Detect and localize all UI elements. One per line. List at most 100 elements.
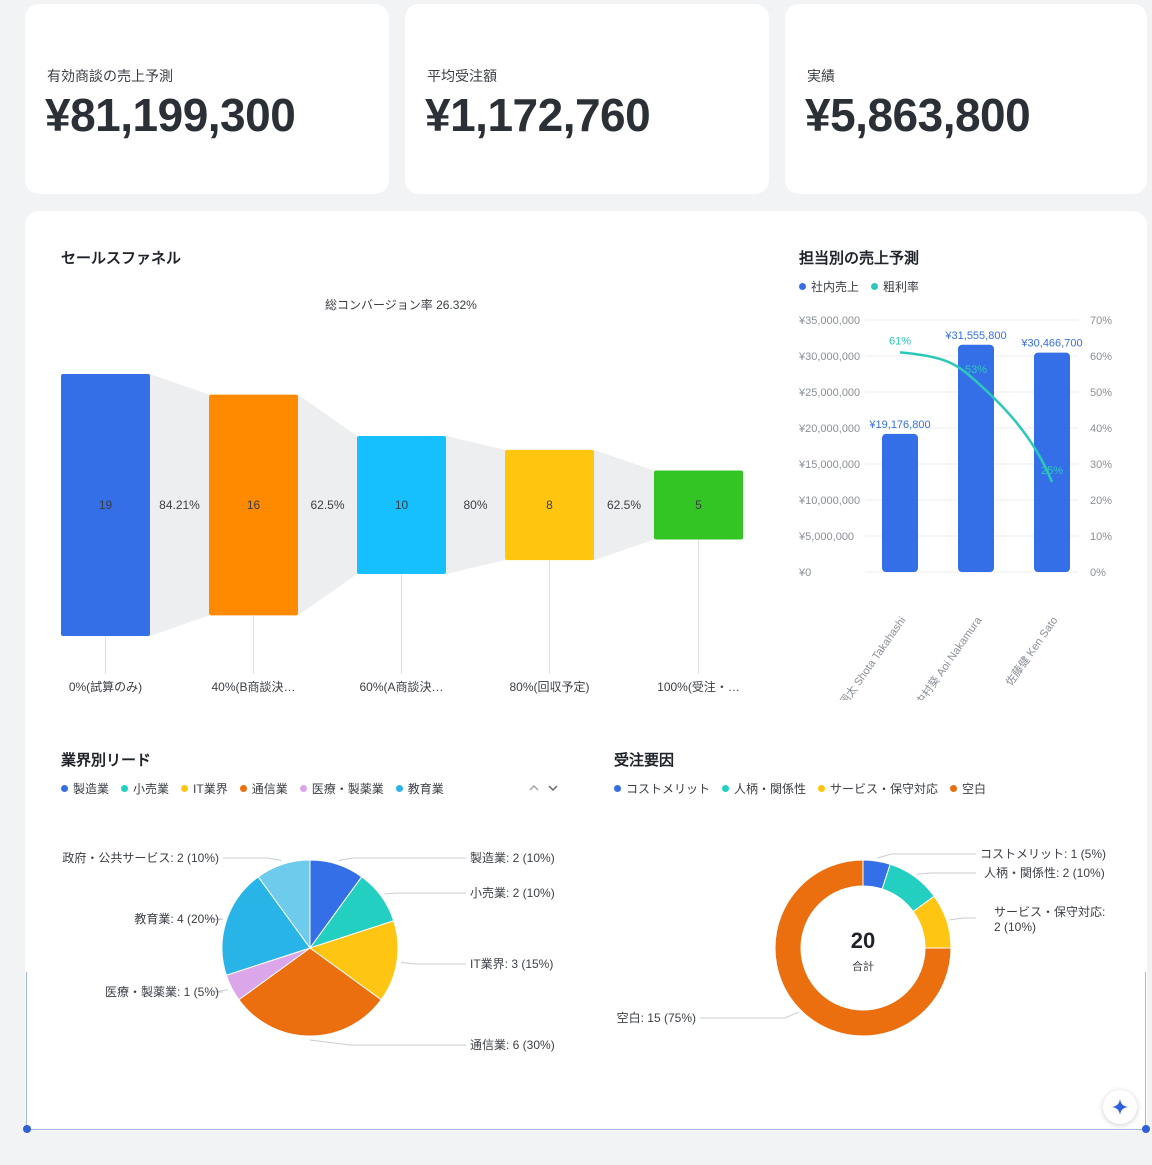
legend-label: 小売業 — [133, 782, 170, 796]
y2-tick-label: 60% — [1090, 351, 1112, 363]
kpi-card-actual: 実績 ¥5,863,800 — [785, 4, 1147, 194]
industry-slice-label: 教育業: 4 (20%) — [134, 911, 219, 926]
legend-dot — [871, 283, 879, 290]
donut-leader-line — [916, 872, 976, 875]
legend-dot — [818, 785, 826, 792]
funnel-connector — [594, 449, 654, 561]
legend-label: コストメリット — [626, 782, 711, 796]
y2-tick-label: 70% — [1090, 315, 1112, 327]
factor-donut-slice — [774, 859, 952, 1037]
y2-tick-label: 50% — [1090, 387, 1112, 399]
legend-dot — [614, 785, 621, 792]
funnel-bar — [654, 470, 743, 540]
funnel-value-label: 5 — [695, 498, 702, 512]
funnel-connector — [298, 394, 357, 616]
legend-dot — [181, 785, 189, 792]
y-tick-label: ¥5,000,000 — [798, 531, 854, 543]
resize-handle-left[interactable] — [23, 1125, 31, 1133]
kpi-label: 有効商談の売上予測 — [47, 68, 173, 84]
factor-slice-label: サービス・保守対応: — [994, 905, 1105, 919]
pie-leader-line — [338, 857, 466, 861]
funnel-conversion-label: 80% — [463, 498, 487, 512]
legend-item[interactable]: IT業界 — [181, 780, 228, 797]
selection-left-edge — [26, 972, 27, 1129]
legend-item[interactable]: 小売業 — [121, 780, 169, 797]
funnel-bar — [505, 449, 594, 561]
funnel-stage-label: 80%(回収予定) — [509, 679, 589, 694]
resize-handle-right[interactable] — [1142, 1125, 1150, 1133]
industry-pie-slice — [257, 859, 311, 950]
rep-bar-label: ¥30,466,700 — [1020, 338, 1082, 350]
industry-slice-label: 通信業: 6 (30%) — [470, 1038, 555, 1052]
factor-chart-title: 受注要因 — [614, 752, 675, 769]
funnel-conversion-label: 62.5% — [607, 498, 641, 512]
funnel-connector — [446, 436, 505, 574]
donut-leader-line — [949, 917, 976, 921]
x-tick-label: 高橋翔太 Shota Takahashi — [823, 614, 908, 700]
legend-item[interactable]: 社内売上 — [799, 278, 859, 295]
funnel-bar — [209, 394, 298, 616]
kpi-card-forecast: 有効商談の売上予測 ¥81,199,300 — [25, 4, 389, 194]
legend-item[interactable]: サービス・保守対応 — [818, 780, 938, 797]
legend-dot — [121, 785, 129, 792]
funnel-bar — [357, 436, 446, 574]
legend-label: 製造業 — [73, 782, 110, 796]
factor-donut-chart: コストメリット: 1 (5%) 人柄・関係性: 2 (10%) サービス・保守対応:… — [617, 847, 1106, 1037]
legend-prev-icon[interactable] — [528, 782, 540, 794]
legend-item[interactable]: 粗利率 — [871, 278, 919, 295]
legend-label: 教育業 — [407, 782, 444, 796]
funnel-chart: 84.21% 62.5% 80% 62.5% 19 0%(試算のみ) 16 40%(B商談決…… — [61, 374, 743, 694]
y2-tick-label: 40% — [1090, 423, 1112, 435]
donut-total-label: 合計 — [852, 961, 874, 973]
rep-forecast-chart: ¥0 0% ¥5,000,000 10% ¥10,000,000 20% ¥15,000,0… — [798, 315, 1112, 700]
margin-rate-label: 53% — [965, 364, 987, 376]
funnel-stage-label: 40%(B商談決… — [211, 679, 295, 694]
rep-bar-label: ¥31,555,800 — [944, 330, 1006, 342]
legend-dot — [61, 785, 68, 792]
legend-item[interactable]: 空白 — [950, 780, 986, 797]
y-tick-label: ¥0 — [798, 567, 811, 579]
legend-next-icon[interactable] — [547, 782, 559, 794]
donut-leader-line — [700, 1011, 799, 1019]
legend-item[interactable]: 製造業 — [61, 780, 109, 797]
legend-item[interactable]: 通信業 — [239, 780, 288, 797]
margin-rate-label: 61% — [889, 335, 911, 347]
funnel-value-label: 10 — [395, 498, 409, 512]
y-tick-label: ¥30,000,000 — [798, 351, 860, 363]
pie-leader-line — [384, 892, 466, 895]
rep-bar-label: ¥19,176,800 — [868, 419, 930, 431]
funnel-stage-label: 0%(試算のみ) — [69, 679, 142, 694]
selection-right-edge — [1145, 972, 1146, 1129]
pie-leader-line — [400, 961, 466, 965]
industry-slice-label: 医療・製薬業: 1 (5%) — [105, 985, 219, 999]
x-tick-label: 佐藤健 Ken Sato — [1002, 614, 1060, 689]
funnel-conversion-text: 総コンバージョン率 26.32% — [325, 298, 477, 312]
industry-slice-label: 小売業: 2 (10%) — [470, 885, 555, 900]
factor-slice-label: 空白: 15 (75%) — [617, 1010, 696, 1025]
x-tick-label: 中村葵 Aoi Nakamura — [912, 613, 985, 700]
funnel-conversion-label: 62.5% — [310, 498, 344, 512]
margin-rate-label: 25% — [1041, 465, 1063, 477]
legend-item[interactable]: 人柄・関係性 — [722, 780, 806, 797]
kpi-value: ¥5,863,800 — [805, 89, 1031, 141]
industry-chart-title: 業界別リード — [61, 752, 152, 769]
legend-label: 医療・製薬業 — [311, 782, 384, 796]
legend-dot — [239, 785, 247, 792]
kpi-value: ¥81,199,300 — [45, 89, 296, 141]
kpi-label: 実績 — [807, 68, 835, 84]
legend-dot — [395, 785, 403, 792]
rep-bar — [1034, 352, 1070, 572]
legend-item[interactable]: 医療・製薬業 — [299, 780, 384, 797]
funnel-connector — [150, 374, 209, 636]
legend-item[interactable]: コストメリット — [614, 780, 710, 797]
factor-slice-label: コストメリット: 1 (5%) — [980, 847, 1106, 861]
legend-item[interactable]: 教育業 — [395, 780, 444, 797]
industry-slice-label: 製造業: 2 (10%) — [470, 851, 555, 865]
factor-slice-label: 2 (10%) — [994, 920, 1036, 934]
ai-assistant-button[interactable] — [1103, 1090, 1137, 1124]
y-tick-label: ¥25,000,000 — [798, 387, 860, 399]
industry-legend: 製造業 小売業 IT業界 通信業 医療・製薬業 教育業 — [61, 780, 444, 797]
sparkle-icon — [1112, 1099, 1128, 1115]
y2-tick-label: 20% — [1090, 495, 1112, 507]
legend-dot — [722, 785, 730, 792]
